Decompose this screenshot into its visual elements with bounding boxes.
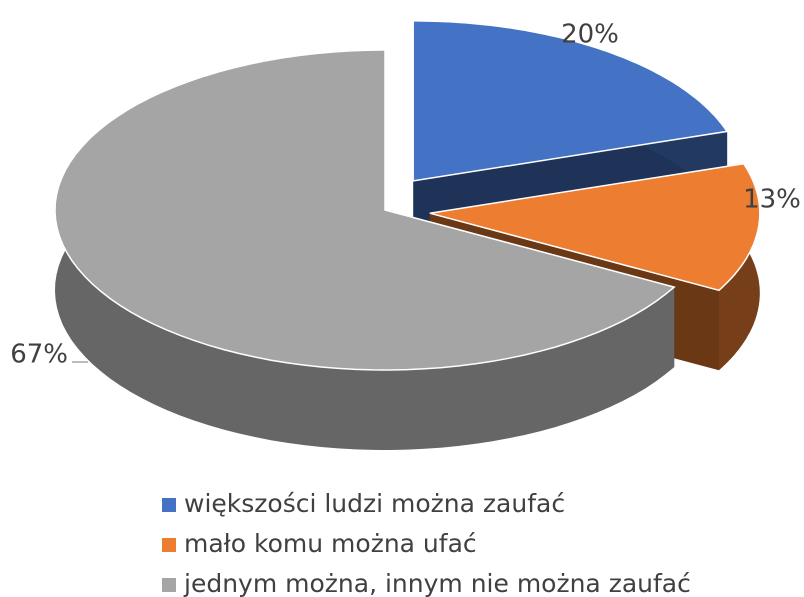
- legend-label: jednym można, innym nie można zaufać: [183, 569, 691, 597]
- legend-swatch: [162, 538, 176, 552]
- data-label: 67%: [10, 340, 68, 370]
- legend-swatch: [162, 578, 176, 592]
- slice: [412, 20, 729, 182]
- slice: [429, 162, 761, 292]
- slice: [54, 49, 676, 371]
- data-label: 20%: [561, 20, 619, 50]
- legend-swatch: [162, 498, 176, 512]
- legend-label: mało komu można ufać: [184, 529, 477, 558]
- data-label: 13%: [743, 185, 801, 215]
- legend-label: większości ludzi można zaufać: [184, 489, 565, 518]
